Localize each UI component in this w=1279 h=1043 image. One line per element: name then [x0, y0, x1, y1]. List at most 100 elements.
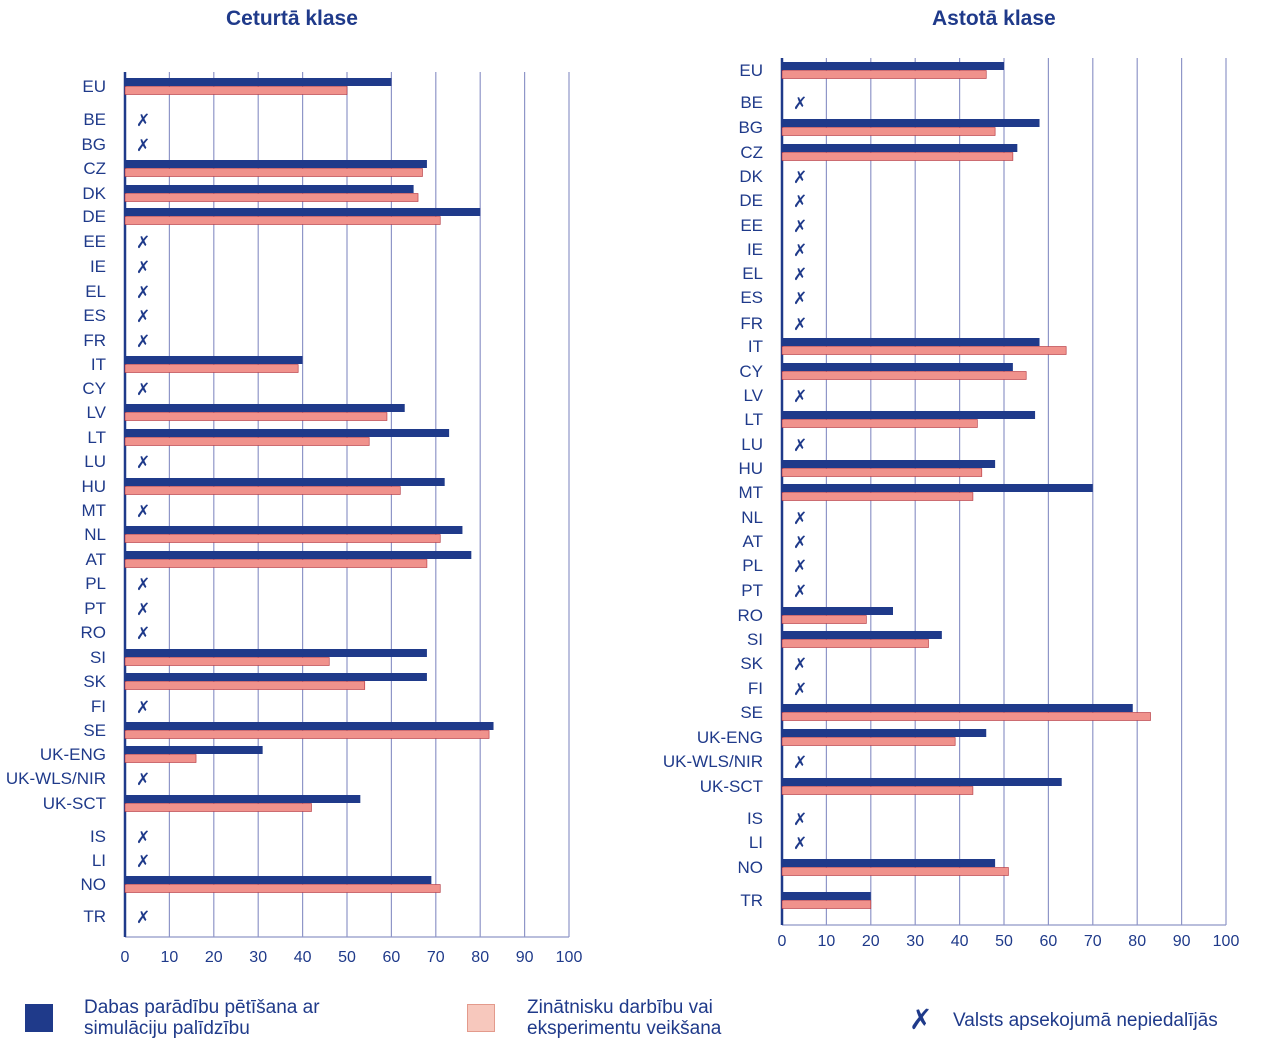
category-label: BG [81, 135, 106, 154]
category-label: RO [81, 623, 107, 642]
bar-experiments [781, 419, 978, 428]
category-label: AT [86, 550, 106, 569]
category-label: LT [87, 428, 106, 447]
bar-experiments [781, 468, 983, 477]
x-tick-label: 80 [471, 949, 489, 966]
chart-panel-grade-8: 0 10 20 30 40 50 60 70 80 90 100 EU BE ✗ BG CZ DK ✗ DE ✗ EE ✗… [663, 58, 1240, 950]
bar-experiments [781, 346, 1067, 355]
not-participating-mark: ✗ [793, 94, 807, 114]
legend-swatch-experiments [467, 1004, 495, 1032]
bar-simulation [782, 484, 1093, 492]
bar-simulation [125, 160, 427, 168]
category-label: DE [82, 207, 106, 226]
category-label: LU [741, 435, 763, 454]
bar-simulation [125, 404, 405, 412]
category-label: MT [738, 483, 763, 502]
bar-simulation [782, 778, 1062, 786]
category-label: EU [739, 61, 763, 80]
not-participating-mark: ✗ [793, 810, 807, 830]
bar-simulation [782, 411, 1036, 419]
x-tick-label: 0 [121, 949, 130, 966]
category-label: LI [749, 833, 763, 852]
bar-simulation [125, 78, 392, 86]
bar-simulation [125, 429, 450, 437]
x-tick-label: 100 [1213, 933, 1240, 950]
not-participating-mark: ✗ [793, 387, 807, 407]
not-participating-mark: ✗ [793, 265, 807, 285]
bar-experiments [781, 867, 1009, 876]
not-participating-mark: ✗ [793, 509, 807, 529]
bar-simulation [125, 551, 472, 559]
bar-simulation [782, 363, 1013, 371]
chart-panel-grade-4: 0 10 20 30 40 50 60 70 80 90 100 EU BE ✗ BG ✗ CZ DK DE EE ✗ I… [6, 72, 582, 966]
bar-simulation [782, 631, 942, 639]
bar-experiments [781, 900, 872, 909]
category-label: EE [83, 232, 106, 251]
x-tick-label: 70 [427, 949, 445, 966]
category-label: PT [741, 581, 763, 600]
bar-simulation [125, 356, 303, 364]
bar-experiments [124, 559, 428, 568]
category-label: ES [740, 288, 763, 307]
category-label: UK-ENG [697, 728, 763, 747]
bar-simulation [125, 185, 414, 193]
bar-simulation [782, 144, 1018, 152]
not-participating-mark: ✗ [793, 168, 807, 188]
bar-simulation [125, 795, 361, 803]
bar-experiments [781, 737, 956, 746]
bar-simulation [125, 746, 263, 754]
bar-experiments [124, 657, 330, 666]
not-participating-mark: ✗ [136, 111, 150, 131]
x-tick-label: 20 [862, 933, 880, 950]
not-participating-mark: ✗ [136, 852, 150, 872]
not-participating-mark: ✗ [136, 307, 150, 327]
bar-experiments [124, 681, 366, 690]
category-label: ES [83, 306, 106, 325]
category-label: FI [91, 697, 106, 716]
not-participating-mark: ✗ [136, 502, 150, 522]
bar-simulation [782, 729, 987, 737]
category-label: FR [83, 331, 106, 350]
x-tick-label: 60 [1040, 933, 1058, 950]
not-participating-mark: ✗ [136, 283, 150, 303]
bar-simulation [782, 338, 1040, 346]
x-tick-label: 70 [1084, 933, 1102, 950]
category-label: LV [86, 403, 106, 422]
not-participating-mark: ✗ [793, 753, 807, 773]
not-participating-mark: ✗ [136, 908, 150, 928]
bar-simulation [125, 876, 432, 884]
not-participating-mark: ✗ [793, 557, 807, 577]
category-label: IS [90, 827, 106, 846]
category-label: UK-WLS/NIR [6, 769, 106, 788]
category-label: TR [740, 891, 763, 910]
x-tick-label: 90 [516, 949, 534, 966]
bar-experiments [781, 615, 867, 624]
bar-simulation [782, 119, 1040, 127]
category-label: EL [742, 264, 763, 283]
x-tick-label: 20 [205, 949, 223, 966]
not-participating-mark: ✗ [136, 575, 150, 595]
not-participating-mark: ✗ [136, 332, 150, 352]
not-participating-mark: ✗ [136, 380, 150, 400]
not-participating-mark: ✗ [793, 834, 807, 854]
legend-label-not-participating: Valsts apsekojumā nepiedalījās [953, 1010, 1218, 1031]
bar-experiments [124, 193, 419, 202]
bar-experiments [781, 712, 1151, 721]
category-label: SE [83, 721, 106, 740]
category-label: UK-WLS/NIR [663, 752, 763, 771]
x-tick-label: 30 [906, 933, 924, 950]
category-label: IE [747, 240, 763, 259]
category-label: CZ [740, 143, 763, 162]
category-label: NO [81, 875, 107, 894]
category-label: SI [90, 648, 106, 667]
bar-experiments [781, 639, 929, 648]
bar-simulation [125, 722, 494, 730]
bar-simulation [125, 526, 463, 534]
bar-experiments [781, 152, 1014, 161]
category-label: DK [82, 184, 106, 203]
category-label: PL [85, 574, 106, 593]
bar-experiments [124, 730, 490, 739]
category-label: FI [748, 679, 763, 698]
not-participating-mark: ✗ [136, 136, 150, 156]
category-label: UK-SCT [43, 794, 106, 813]
